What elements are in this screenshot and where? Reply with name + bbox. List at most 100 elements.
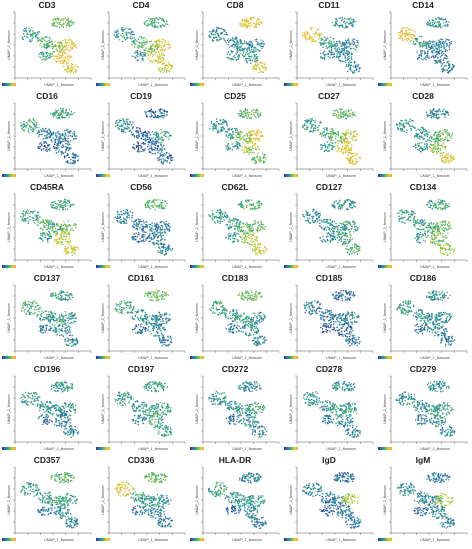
data-point xyxy=(342,26,344,28)
data-point xyxy=(420,151,422,153)
data-point xyxy=(443,114,446,116)
data-point xyxy=(417,133,420,135)
data-point xyxy=(164,200,166,202)
data-point xyxy=(346,39,348,42)
data-point xyxy=(49,131,52,133)
data-point xyxy=(139,150,141,153)
data-point xyxy=(149,140,152,142)
data-point xyxy=(348,60,351,62)
data-point xyxy=(351,137,353,140)
data-point xyxy=(45,146,47,148)
data-point xyxy=(232,58,234,61)
data-point xyxy=(356,39,358,42)
data-point xyxy=(332,145,335,148)
data-point xyxy=(422,40,425,43)
data-point xyxy=(252,109,255,111)
data-point xyxy=(62,152,65,155)
data-point xyxy=(37,219,39,222)
data-point xyxy=(41,52,43,55)
data-point xyxy=(141,57,144,60)
data-point xyxy=(49,38,52,40)
data-point xyxy=(249,43,251,45)
data-point xyxy=(61,132,64,135)
data-point xyxy=(164,48,167,51)
data-point xyxy=(75,223,77,226)
data-point xyxy=(335,133,337,135)
data-point xyxy=(133,147,135,149)
data-point xyxy=(27,37,29,39)
data-point xyxy=(401,130,403,132)
data-point xyxy=(311,118,314,120)
data-point xyxy=(323,127,325,129)
data-point xyxy=(72,152,74,155)
data-point xyxy=(423,57,426,60)
data-point xyxy=(253,130,255,132)
data-point xyxy=(429,42,431,44)
data-point xyxy=(49,147,51,149)
data-point xyxy=(316,33,318,36)
data-point xyxy=(66,242,69,245)
data-point xyxy=(29,215,31,218)
data-point xyxy=(304,128,306,130)
data-point xyxy=(252,65,254,68)
data-point xyxy=(345,144,347,147)
data-point xyxy=(349,65,352,67)
data-point xyxy=(26,36,28,38)
data-point xyxy=(354,49,357,51)
data-point xyxy=(23,220,25,223)
data-point xyxy=(349,113,351,116)
data-point xyxy=(245,17,248,19)
data-point xyxy=(321,133,324,135)
data-point xyxy=(37,218,39,220)
data-point xyxy=(152,59,155,61)
data-point xyxy=(31,121,33,124)
umap-panel: CD3 UMAP_2_flowsom UMAP_1_flowsom xyxy=(0,0,94,91)
data-point xyxy=(54,40,57,43)
data-point xyxy=(134,39,137,41)
data-point xyxy=(61,24,63,26)
umap-panel: CD16 UMAP_2_flowsom UMAP_1_flowsom xyxy=(0,91,94,182)
data-point xyxy=(59,51,61,53)
data-point xyxy=(215,126,218,128)
umap-panel: CD28 UMAP_2_flowsom UMAP_1_flowsom xyxy=(376,91,470,182)
data-point xyxy=(62,238,65,241)
data-point xyxy=(238,55,241,57)
data-point xyxy=(438,50,440,52)
data-point xyxy=(159,24,162,27)
data-point xyxy=(65,201,68,204)
data-point xyxy=(56,231,58,233)
data-point xyxy=(73,247,75,250)
data-point xyxy=(319,44,322,46)
data-point xyxy=(447,133,450,135)
data-point xyxy=(345,45,348,48)
data-point xyxy=(337,133,339,136)
data-point xyxy=(64,68,67,71)
data-point xyxy=(39,216,41,218)
data-point xyxy=(242,24,245,26)
data-point xyxy=(442,41,445,43)
data-point xyxy=(434,54,437,57)
data-point xyxy=(305,37,307,39)
data-point xyxy=(238,56,240,59)
data-point xyxy=(344,113,347,115)
data-point xyxy=(211,127,214,130)
data-point xyxy=(72,23,74,26)
data-point xyxy=(316,126,319,129)
data-point xyxy=(48,36,50,39)
data-point xyxy=(262,66,265,68)
data-point xyxy=(448,64,451,66)
data-point xyxy=(52,204,55,206)
data-point xyxy=(325,38,328,41)
data-point xyxy=(443,47,445,50)
data-point xyxy=(117,127,119,129)
data-point xyxy=(131,216,133,219)
data-point xyxy=(46,150,48,153)
data-point xyxy=(70,158,72,161)
data-point xyxy=(414,126,416,129)
data-point xyxy=(158,204,160,207)
x-axis-label: UMAP_1_flowsom xyxy=(420,83,450,87)
data-point xyxy=(349,115,352,117)
data-point xyxy=(62,145,65,148)
data-point xyxy=(258,71,260,74)
data-point xyxy=(351,111,354,114)
